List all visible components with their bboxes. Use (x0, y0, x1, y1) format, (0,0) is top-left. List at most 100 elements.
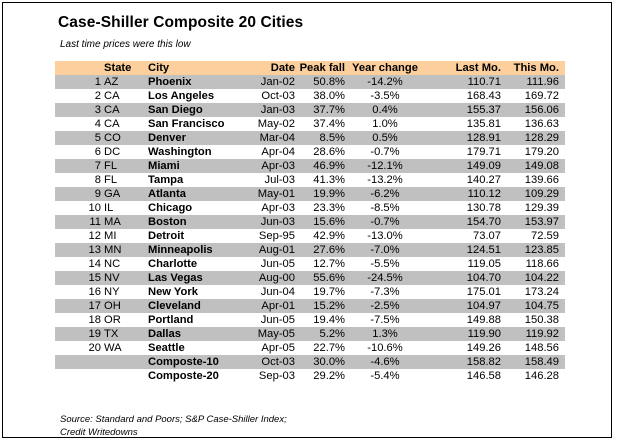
cell-peak-fall: 30.0% (313, 356, 345, 368)
cell-year-change: 0.4% (372, 104, 398, 116)
cell-state: FL (104, 174, 118, 186)
cell-rank: 12 (88, 230, 101, 242)
cell-year-change: -5.4% (370, 370, 400, 382)
source-note: Source: Standard and Poors; S&P Case-Shi… (60, 414, 287, 438)
table-row: 20 WA Seattle Apr-05 22.7% -10.6% 149.26 148.56 (55, 341, 565, 355)
cell-year-change: -7.0% (370, 244, 400, 256)
cell-rank: 3 (94, 104, 101, 116)
cell-city: Portland (148, 314, 194, 326)
cell-date: Apr-03 (261, 160, 295, 172)
cell-state: GA (104, 188, 121, 200)
cell-rank: 5 (94, 132, 101, 144)
cell-rank (55, 369, 104, 383)
cell-this-mo: 136.63 (524, 118, 559, 130)
cell-state (104, 369, 148, 383)
cell-peak-fall: 12.7% (313, 258, 345, 270)
cell-city: Detroit (148, 230, 185, 242)
cell-last-mo: 149.09 (466, 160, 501, 172)
cell-last-mo: 119.05 (467, 258, 501, 270)
cell-last-mo: 119.90 (467, 328, 501, 340)
cell-date: Jun-05 (260, 258, 295, 270)
table-row: 8 FL Tampa Jul-03 41.3% -13.2% 140.27 139.66 (55, 173, 565, 187)
cell-peak-fall: 23.3% (313, 202, 345, 214)
cell-date: May-02 (257, 118, 295, 130)
cell-date: Jun-04 (260, 286, 295, 298)
cell-state: NV (104, 272, 120, 284)
cell-rank: 8 (94, 174, 101, 186)
cell-last-mo: 149.88 (466, 314, 501, 326)
cell-year-change: -3.5% (370, 90, 400, 102)
cell-rank: 20 (88, 342, 101, 354)
cell-peak-fall: 15.2% (313, 300, 345, 312)
cell-this-mo: 148.56 (524, 342, 559, 354)
cell-state: MN (104, 244, 122, 256)
cell-city: Las Vegas (148, 272, 203, 284)
header-city: City (148, 62, 170, 74)
cell-date: Apr-04 (261, 146, 295, 158)
cell-city: Phoenix (148, 76, 192, 88)
cell-last-mo: 154.70 (466, 216, 501, 228)
table-row: 17 OH Cleveland Apr-01 15.2% -2.5% 104.97 104.7… (55, 299, 565, 313)
header-state: State (104, 62, 132, 74)
cell-state: CA (104, 118, 120, 130)
cell-date: Sep-95 (258, 230, 295, 242)
cell-rank: 9 (94, 188, 101, 200)
cell-city: San Francisco (148, 118, 225, 130)
cell-date: Apr-05 (261, 342, 295, 354)
header-rank (55, 61, 104, 75)
cell-last-mo: 104.97 (466, 300, 501, 312)
cell-peak-fall: 19.7% (313, 286, 345, 298)
cell-date: Sep-03 (258, 370, 295, 382)
cell-rank: 18 (88, 314, 101, 326)
table-row: Composte-10 Oct-03 30.0% -4.6% 158.82 158.49 (55, 355, 565, 369)
cell-last-mo: 168.43 (466, 90, 501, 102)
cell-rank: 11 (89, 216, 101, 228)
cell-state: IL (104, 202, 114, 214)
cell-peak-fall: 46.9% (313, 160, 345, 172)
table-row: 13 MN Minneapolis Aug-01 27.6% -7.0% 124.51 123… (55, 243, 565, 257)
cell-peak-fall: 15.6% (313, 216, 345, 228)
cell-last-mo: 158.82 (466, 356, 501, 368)
table-row: 12 MI Detroit Sep-95 42.9% -13.0% 73.07 72.59 (55, 229, 565, 243)
cell-this-mo: 119.92 (525, 328, 559, 340)
cell-this-mo: 109.29 (524, 188, 559, 200)
cell-this-mo: 153.97 (524, 216, 559, 228)
table-row: 15 NV Las Vegas Aug-00 55.6% -24.5% 104.70 104.… (55, 271, 565, 285)
table-row: 18 OR Portland Jun-05 19.4% -7.5% 149.88 150.38 (55, 313, 565, 327)
cell-state: CA (104, 90, 120, 102)
cell-last-mo: 124.51 (466, 244, 501, 256)
cell-date: Apr-03 (261, 202, 295, 214)
table-row: 16 NY New York Jun-04 19.7% -7.3% 175.01 173.24 (55, 285, 565, 299)
cell-year-change: -6.2% (370, 188, 400, 200)
cell-state: OR (104, 314, 121, 326)
cell-state: CA (104, 104, 120, 116)
header-this-mo: This Mo. (513, 62, 559, 74)
cell-date: Jul-03 (264, 174, 295, 186)
cell-state: CO (104, 132, 121, 144)
cell-year-change: -0.7% (370, 216, 400, 228)
cell-year-change: 1.3% (372, 328, 398, 340)
table-row: 11 MA Boston Jun-03 15.6% -0.7% 154.70 153.97 (55, 215, 565, 229)
cell-year-change: -7.5% (370, 314, 400, 326)
cell-date: Jun-05 (260, 314, 295, 326)
cell-last-mo: 140.27 (466, 174, 501, 186)
cell-rank: 16 (88, 286, 101, 298)
cell-city: Atlanta (148, 188, 186, 200)
cell-peak-fall: 19.4% (313, 314, 345, 326)
cell-year-change: -7.3% (370, 286, 400, 298)
cell-rank: 2 (94, 90, 101, 102)
cell-state: NC (104, 258, 121, 270)
cell-year-change: -12.1% (367, 160, 403, 172)
cell-this-mo: 104.22 (524, 272, 559, 284)
cell-date: Jun-03 (260, 216, 295, 228)
cell-peak-fall: 5.2% (319, 328, 346, 340)
cell-date: Oct-03 (261, 90, 295, 102)
cell-last-mo: 146.58 (466, 370, 501, 382)
cell-state: DC (104, 146, 121, 158)
cell-state: NY (104, 286, 120, 298)
cell-city: Boston (148, 216, 187, 228)
cell-rank: 14 (88, 258, 101, 270)
cell-date: May-05 (257, 328, 295, 340)
table-row: 19 TX Dallas May-05 5.2% 1.3% 119.90 119.92 (55, 327, 565, 341)
cell-city: Minneapolis (148, 244, 213, 256)
